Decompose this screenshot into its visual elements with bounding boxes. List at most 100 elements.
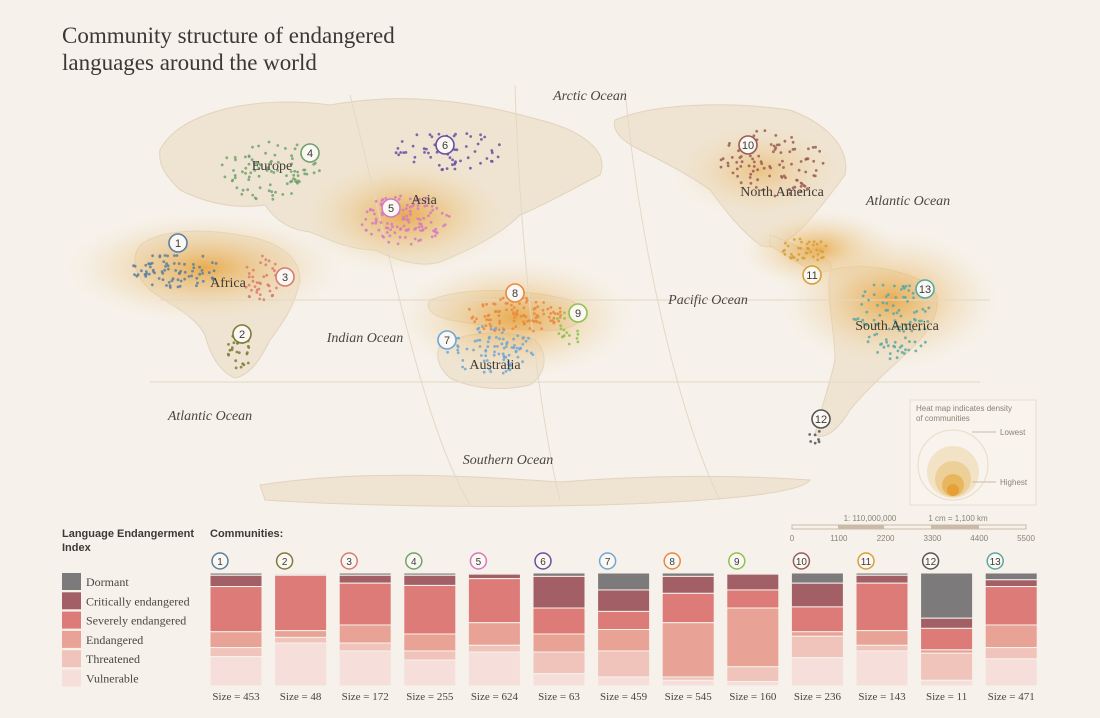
community-dot xyxy=(519,315,523,318)
community-dot xyxy=(486,345,490,348)
community-dot xyxy=(493,302,497,306)
community-dot xyxy=(824,244,828,248)
community-dot xyxy=(512,319,516,323)
community-dot xyxy=(813,174,817,178)
community-dot xyxy=(152,270,155,273)
community-dot xyxy=(739,181,743,185)
community-dot xyxy=(791,186,795,190)
bar-segment-dormant xyxy=(532,572,586,577)
legend-label: Threatened xyxy=(86,652,140,666)
scale-cm: 1 cm = 1,100 km xyxy=(928,514,988,523)
community-dot xyxy=(563,317,566,320)
community-dot xyxy=(907,348,911,352)
community-dot xyxy=(526,319,529,323)
community-dot xyxy=(195,284,198,288)
community-dot xyxy=(176,285,180,289)
community-dot xyxy=(816,258,820,262)
community-dot xyxy=(485,359,489,362)
bar-segment-endangered xyxy=(726,607,780,668)
community-dot xyxy=(400,140,404,143)
community-dot xyxy=(514,350,518,354)
community-dot xyxy=(769,143,773,146)
community-bar-11: 11 Size = 143 xyxy=(855,552,909,703)
community-dot xyxy=(374,219,378,223)
community-dot xyxy=(821,255,825,259)
community-dot xyxy=(408,197,412,201)
community-dot xyxy=(756,168,759,172)
community-dot xyxy=(482,327,486,330)
community-dot xyxy=(196,281,199,285)
community-dot xyxy=(261,254,264,258)
community-dot xyxy=(519,347,523,350)
community-dot xyxy=(133,273,136,276)
community-dot xyxy=(244,166,248,170)
community-dot xyxy=(254,197,258,201)
community-dot xyxy=(476,339,479,342)
community-dot xyxy=(913,340,917,344)
community-dot xyxy=(768,174,771,178)
community-dot xyxy=(399,151,403,154)
community-dot xyxy=(757,154,761,158)
community-dot xyxy=(795,179,799,182)
community-dot xyxy=(430,204,434,208)
community-dot xyxy=(904,348,907,352)
bar-segment-severely-endangered xyxy=(984,586,1038,626)
community-dot xyxy=(429,155,433,159)
community-dot xyxy=(893,345,897,349)
map-marker-number: 7 xyxy=(444,335,450,347)
legend-swatch xyxy=(62,611,81,629)
community-dot xyxy=(528,327,532,330)
community-dot xyxy=(521,342,525,346)
community-dot xyxy=(150,283,154,287)
community-dot xyxy=(536,320,539,324)
bar-segment-critically-endangered xyxy=(984,579,1038,588)
legend-title-line2: Index xyxy=(62,542,92,554)
community-size-label: Size = 160 xyxy=(729,691,777,703)
community-dot xyxy=(455,148,459,152)
community-dot xyxy=(921,307,925,311)
community-dot xyxy=(878,313,882,317)
map-marker-circle xyxy=(811,409,831,429)
community-dot xyxy=(179,279,183,283)
community-dot xyxy=(762,166,766,170)
community-dot xyxy=(524,300,528,304)
community-dot xyxy=(902,295,905,299)
community-dot xyxy=(797,253,801,256)
community-dot xyxy=(807,147,810,151)
community-dot xyxy=(489,327,493,331)
community-dot xyxy=(430,135,434,139)
community-dot xyxy=(782,166,785,169)
community-badge-number: 4 xyxy=(411,557,417,568)
ocean-label-atlantic-north: Atlantic Ocean xyxy=(865,194,950,209)
community-dot xyxy=(506,302,509,305)
community-dot xyxy=(262,298,266,302)
community-dot xyxy=(559,313,563,317)
community-stacked-bar-chart: Language Endangerment Index Communities:… xyxy=(62,528,1038,703)
bar-segment-critically-endangered xyxy=(661,575,715,594)
community-dot xyxy=(429,211,432,215)
community-dot xyxy=(549,306,553,309)
community-dot xyxy=(485,157,489,160)
community-dot xyxy=(384,226,388,230)
community-dot xyxy=(792,238,796,241)
bar-segment-threatened xyxy=(403,650,457,661)
scale-tick: 1100 xyxy=(830,534,848,543)
community-dot xyxy=(493,350,496,354)
community-size-label: Size = 143 xyxy=(858,691,906,703)
community-bar-1: 1 Size = 453 xyxy=(209,552,263,703)
community-dot xyxy=(512,311,515,315)
bar-segment-vulnerable xyxy=(726,680,780,687)
community-dot xyxy=(506,360,510,364)
community-dot xyxy=(258,297,262,301)
community-dot xyxy=(818,149,822,153)
community-dot xyxy=(250,158,254,162)
map-marker-7: 7 xyxy=(437,330,457,350)
bar-segment-vulnerable xyxy=(984,658,1038,687)
community-dot xyxy=(293,147,297,151)
community-dot xyxy=(505,308,508,312)
community-dot xyxy=(798,237,802,241)
community-dot xyxy=(183,270,187,274)
community-badge-number: 12 xyxy=(925,557,937,568)
bar-segment-vulnerable xyxy=(790,657,844,687)
bar-segment-severely-endangered xyxy=(855,582,909,632)
